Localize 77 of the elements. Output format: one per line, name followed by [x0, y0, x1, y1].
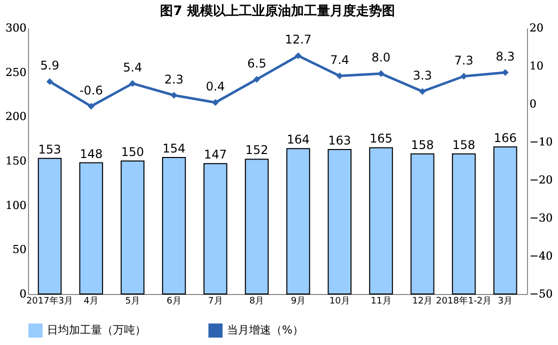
y-tick-label: 200: [6, 110, 26, 124]
point: [336, 72, 343, 80]
bar: [286, 148, 310, 294]
data-label: 152: [245, 143, 268, 158]
y2-tick-label: 0: [530, 98, 536, 110]
x-tick-label: 8月: [249, 296, 264, 306]
bar: [410, 153, 434, 294]
point: [129, 80, 136, 87]
data-label: 164: [286, 132, 310, 147]
point: [88, 102, 95, 110]
data-label: 148: [80, 146, 103, 161]
x-tick-label: 3月: [498, 296, 513, 306]
x-tick-label: 7月: [208, 296, 223, 306]
data-label: 163: [328, 133, 352, 148]
x-tick-label: 5月: [125, 296, 140, 306]
x-tick-label: 4月: [84, 296, 99, 306]
bar: [244, 158, 269, 294]
x-tick-label: 2018年1-2月: [436, 296, 492, 306]
data-label: 5.9: [40, 58, 60, 73]
point: [170, 92, 178, 99]
data-label: 5.4: [123, 60, 142, 74]
y-tick-label: 300: [6, 22, 26, 34]
point: [378, 70, 384, 77]
data-label: 0.4: [206, 79, 225, 94]
x-tick-label: 6月: [166, 296, 182, 306]
data-label: 166: [494, 130, 517, 145]
point: [212, 99, 219, 106]
y2-tick-label: −10: [530, 136, 553, 148]
y-tick-label: 0: [20, 288, 26, 300]
y2-tick-label: 20: [530, 22, 544, 34]
bar: [120, 160, 144, 294]
y-tick-label: 100: [6, 198, 26, 212]
bar: [79, 162, 104, 294]
data-label: 7.3: [454, 53, 474, 68]
y2-tick-label: −50: [530, 288, 553, 300]
data-label: 6.5: [247, 56, 266, 70]
x-tick-label: 11月: [370, 296, 392, 306]
data-label: 153: [38, 142, 62, 156]
data-label: 8.3: [496, 49, 515, 64]
data-label: 165: [370, 132, 392, 146]
legend-label: 日均加工量（万吨）: [47, 324, 146, 337]
point: [419, 88, 426, 95]
y2-tick-label: −20: [530, 174, 553, 186]
data-label: 12.7: [284, 32, 312, 47]
data-label: 7.4: [330, 52, 350, 67]
data-label: 8.0: [371, 50, 391, 65]
y-tick-label: 250: [6, 66, 26, 79]
bar: [369, 147, 393, 294]
point: [294, 52, 302, 60]
y-tick-label: 150: [6, 154, 26, 168]
data-label: 3.3: [412, 68, 432, 82]
x-tick-label: 10月: [329, 296, 350, 306]
chart-title: 图7 规模以上工业原油加工量月度走势图: [160, 3, 395, 19]
point: [460, 72, 468, 80]
bar: [328, 148, 352, 294]
bar: [452, 153, 476, 294]
bar: [203, 163, 228, 294]
bar: [493, 146, 518, 294]
y2-tick-label: −40: [530, 250, 553, 262]
y2-tick-label: −30: [530, 212, 553, 224]
point: [253, 76, 260, 83]
data-label: 158: [452, 138, 476, 152]
data-label: 154: [162, 141, 186, 156]
data-label: 150: [121, 145, 144, 159]
x-tick-label: 9月: [290, 296, 306, 306]
point: [46, 78, 54, 85]
data-label: 147: [204, 148, 227, 162]
data-label: -0.6: [79, 83, 103, 98]
x-tick-label: 12月: [412, 296, 433, 306]
legend-label: 当月增速（%）: [227, 324, 304, 337]
bar: [38, 158, 62, 294]
data-label: 2.3: [164, 72, 184, 86]
data-label: 158: [410, 138, 434, 152]
y2-tick-label: 10: [530, 60, 544, 72]
y-tick-label: 50: [12, 243, 26, 256]
bar: [162, 156, 186, 294]
x-tick-label: 2017年3月: [26, 296, 74, 306]
